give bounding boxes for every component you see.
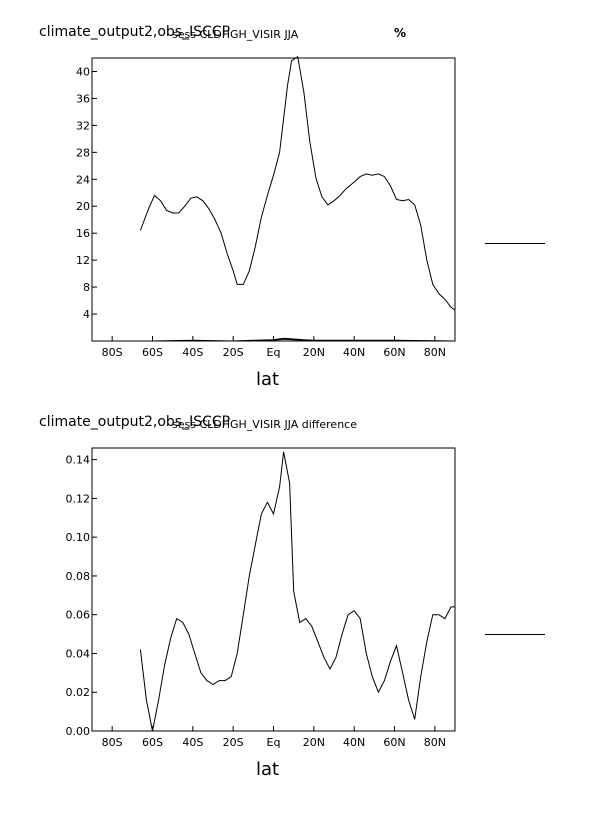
chart1-plot: 4 8 12 16 20 24 28 32 36 40 80S 60S 40S 20S Eq 20N 40N 60… xyxy=(76,55,456,390)
chart1-ytick-label: 8 xyxy=(83,281,90,294)
chart2-xtick-label: 40N xyxy=(343,736,365,749)
chart2-ytick-label: 0.06 xyxy=(66,609,91,622)
chart1-title: climate_output2,obs_ISCCP xyxy=(39,24,231,40)
chart1-frame xyxy=(91,57,456,342)
chart1-series-1-line xyxy=(139,55,456,311)
chart2-xtick-label: 80S xyxy=(102,736,123,749)
chart2-ytick-label: 0.14 xyxy=(66,454,91,467)
chart2-ytick-label: 0.10 xyxy=(66,531,91,544)
chart1-legend-line xyxy=(485,243,545,244)
chart1-units: % xyxy=(394,26,407,40)
chart1-ytick-label: 20 xyxy=(76,200,90,213)
chart1-subtitle: sess CLDHGH_VISIR JJA xyxy=(172,28,299,41)
chart2-ytick-label: 0.08 xyxy=(66,570,91,583)
chart2-xtick-label: 60N xyxy=(383,736,405,749)
chart1-series-3-line xyxy=(92,338,455,342)
chart2-subtitle: sess CLDHGH_VISIR JJA difference xyxy=(172,418,357,431)
chart2-xtick-label: 20S xyxy=(223,736,244,749)
chart2-xtick-label: 60S xyxy=(142,736,163,749)
chart1-ytick-label: 36 xyxy=(76,92,90,105)
chart1-xtick-label: 20S xyxy=(223,346,244,359)
chart1-ytick-label: 24 xyxy=(76,173,90,186)
chart1-xtick-label: Eq xyxy=(267,346,281,359)
chart1-ytick-label: 40 xyxy=(76,65,90,78)
chart2-ytick-label: 0.04 xyxy=(66,647,91,660)
chart1-xtick-label: 80S xyxy=(102,346,123,359)
chart2-ytick-label: 0.00 xyxy=(66,725,91,738)
chart1-ytick-label: 12 xyxy=(76,254,90,267)
chart2-series-1-line xyxy=(139,451,455,732)
chart1-ytick-label: 4 xyxy=(83,308,90,321)
chart1-ytick-label: 16 xyxy=(76,227,90,240)
chart2-ytick-label: 0.02 xyxy=(66,686,91,699)
chart1-xtick-label: 40N xyxy=(343,346,365,359)
chart2-frame xyxy=(91,447,456,732)
chart1-xtick-label: 60N xyxy=(383,346,405,359)
chart2-legend-line xyxy=(485,634,545,635)
chart2-xtick-label: 80N xyxy=(424,736,446,749)
chart1-ytick-label: 32 xyxy=(76,119,90,132)
chart1-xtick-label: 80N xyxy=(424,346,446,359)
chart2-xtick-label: Eq xyxy=(267,736,281,749)
chart2-xtick-label: 40S xyxy=(182,736,203,749)
chart1-series-2-line xyxy=(92,337,456,342)
chart2-title: climate_output2,obs_ISCCP xyxy=(39,414,231,430)
chart1-ytick-label: 28 xyxy=(76,146,90,159)
chart1-xtick-label: 60S xyxy=(142,346,163,359)
chart1-xtick-label: 20N xyxy=(303,346,325,359)
chart2-ytick-label: 0.12 xyxy=(66,492,91,505)
chart1-xtick-label: 40S xyxy=(182,346,203,359)
chart2-xtick-label: 20N xyxy=(303,736,325,749)
chart2-xlabel: lat xyxy=(256,759,279,780)
chart1-xlabel: lat xyxy=(256,369,279,390)
chart2-plot: 0.00 0.02 0.04 0.06 0.08 0.10 0.12 0.14 80S 60S 40… xyxy=(66,447,456,780)
